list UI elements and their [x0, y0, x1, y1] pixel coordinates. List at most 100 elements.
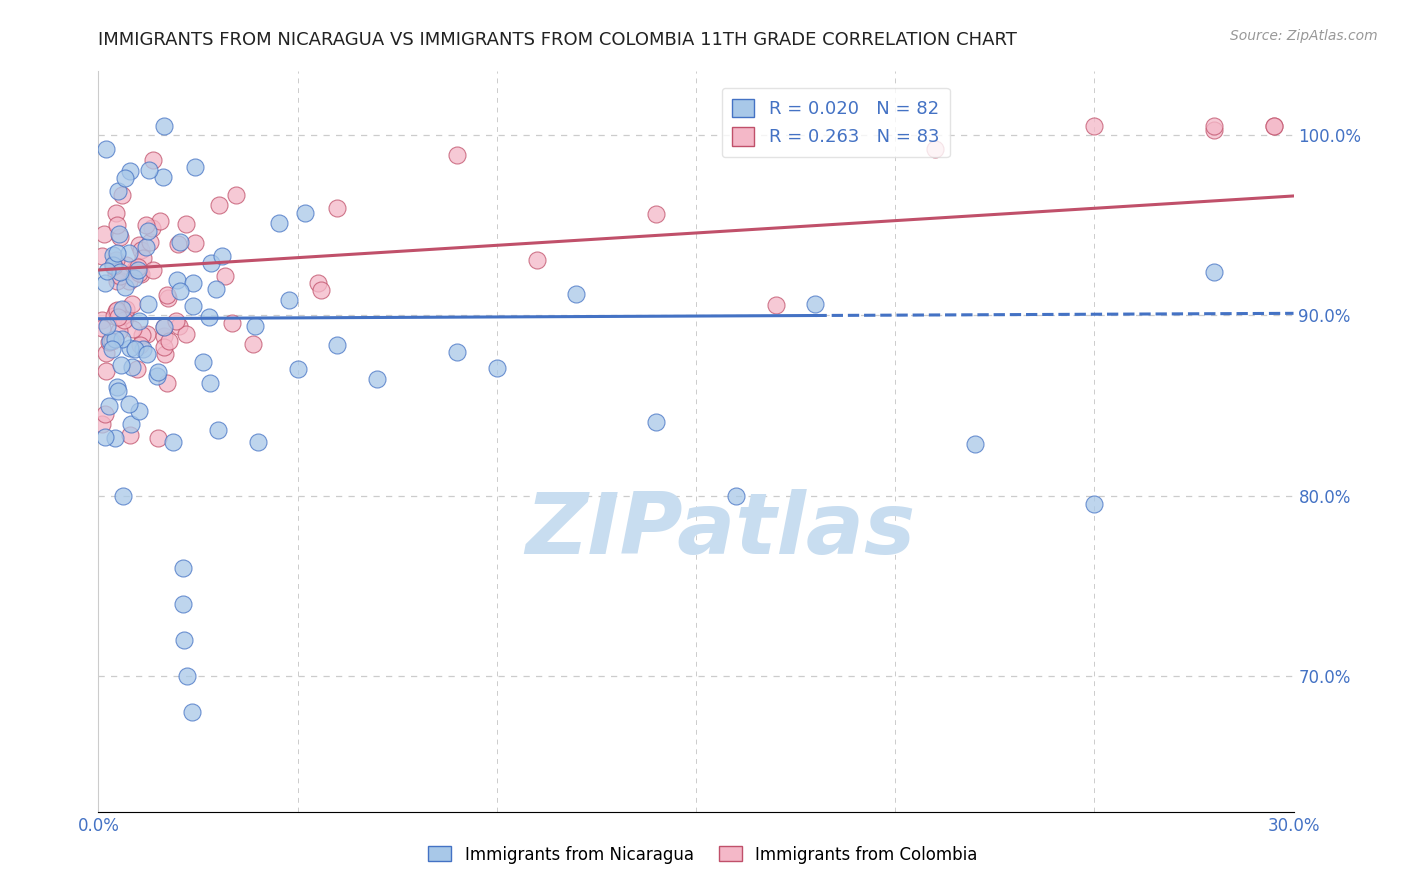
Point [138, 297, 160, 311]
Point [167, 318, 190, 333]
Point [107, 384, 129, 398]
Point [108, 229, 131, 244]
Point [152, 169, 174, 184]
Point [963, 437, 986, 451]
Point [100, 334, 122, 348]
Point [269, 215, 291, 229]
Point [101, 259, 124, 273]
Point [105, 218, 128, 232]
Point [136, 224, 159, 238]
Point [1263, 119, 1285, 133]
Point [127, 260, 149, 274]
Point [111, 490, 134, 504]
Point [124, 262, 146, 277]
Point [174, 326, 197, 341]
Point [142, 153, 165, 167]
Point [101, 259, 124, 273]
Point [278, 293, 301, 307]
Point [111, 187, 134, 202]
Point [172, 597, 194, 611]
Point [108, 227, 131, 241]
Point [1083, 497, 1105, 511]
Point [176, 669, 198, 683]
Point [129, 244, 152, 258]
Point [114, 171, 136, 186]
Point [129, 267, 152, 281]
Point [172, 561, 194, 575]
Point [94, 407, 117, 421]
Point [128, 238, 150, 252]
Point [153, 340, 176, 354]
Point [105, 303, 128, 318]
Point [128, 314, 150, 328]
Point [211, 249, 233, 263]
Point [142, 263, 165, 277]
Point [107, 184, 129, 198]
Point [103, 260, 125, 274]
Point [724, 489, 747, 503]
Point [1083, 119, 1105, 133]
Point [94, 276, 117, 290]
Point [287, 362, 309, 376]
Point [131, 327, 153, 342]
Point [128, 404, 150, 418]
Point [127, 263, 149, 277]
Point [105, 245, 128, 260]
Point [120, 417, 142, 431]
Point [101, 342, 124, 356]
Point [146, 369, 169, 384]
Point [127, 361, 149, 376]
Point [207, 423, 229, 437]
Point [107, 275, 129, 289]
Point [173, 633, 195, 648]
Point [153, 329, 176, 343]
Point [242, 337, 264, 351]
Point [111, 301, 134, 316]
Point [198, 376, 221, 391]
Text: Source: ZipAtlas.com: Source: ZipAtlas.com [1230, 29, 1378, 43]
Point [1202, 123, 1225, 137]
Point [183, 299, 205, 313]
Point [138, 163, 160, 178]
Point [110, 359, 132, 373]
Point [104, 252, 127, 267]
Point [214, 268, 236, 283]
Point [108, 268, 131, 283]
Point [309, 283, 332, 297]
Point [136, 346, 159, 360]
Point [645, 206, 668, 220]
Point [104, 304, 127, 318]
Point [94, 430, 117, 444]
Point [166, 273, 188, 287]
Point [132, 251, 155, 265]
Legend: Immigrants from Nicaragua, Immigrants from Colombia: Immigrants from Nicaragua, Immigrants fr… [422, 839, 984, 871]
Point [146, 431, 169, 445]
Point [152, 320, 174, 334]
Point [135, 239, 157, 253]
Point [118, 274, 141, 288]
Point [139, 235, 162, 249]
Point [198, 310, 221, 324]
Point [156, 376, 179, 390]
Point [307, 276, 329, 290]
Text: IMMIGRANTS FROM NICARAGUA VS IMMIGRANTS FROM COLOMBIA 11TH GRADE CORRELATION CHA: IMMIGRANTS FROM NICARAGUA VS IMMIGRANTS … [98, 31, 1018, 49]
Point [96, 318, 118, 333]
Point [122, 271, 145, 285]
Point [446, 148, 468, 162]
Point [183, 236, 205, 251]
Point [107, 325, 129, 339]
Point [765, 298, 787, 312]
Point [153, 320, 176, 334]
Point [136, 327, 159, 342]
Point [104, 205, 127, 219]
Point [645, 415, 668, 429]
Point [169, 284, 191, 298]
Point [105, 268, 128, 282]
Point [246, 435, 269, 450]
Point [225, 187, 247, 202]
Point [114, 280, 136, 294]
Point [565, 287, 588, 301]
Point [326, 338, 349, 352]
Point [93, 227, 115, 241]
Point [128, 266, 150, 280]
